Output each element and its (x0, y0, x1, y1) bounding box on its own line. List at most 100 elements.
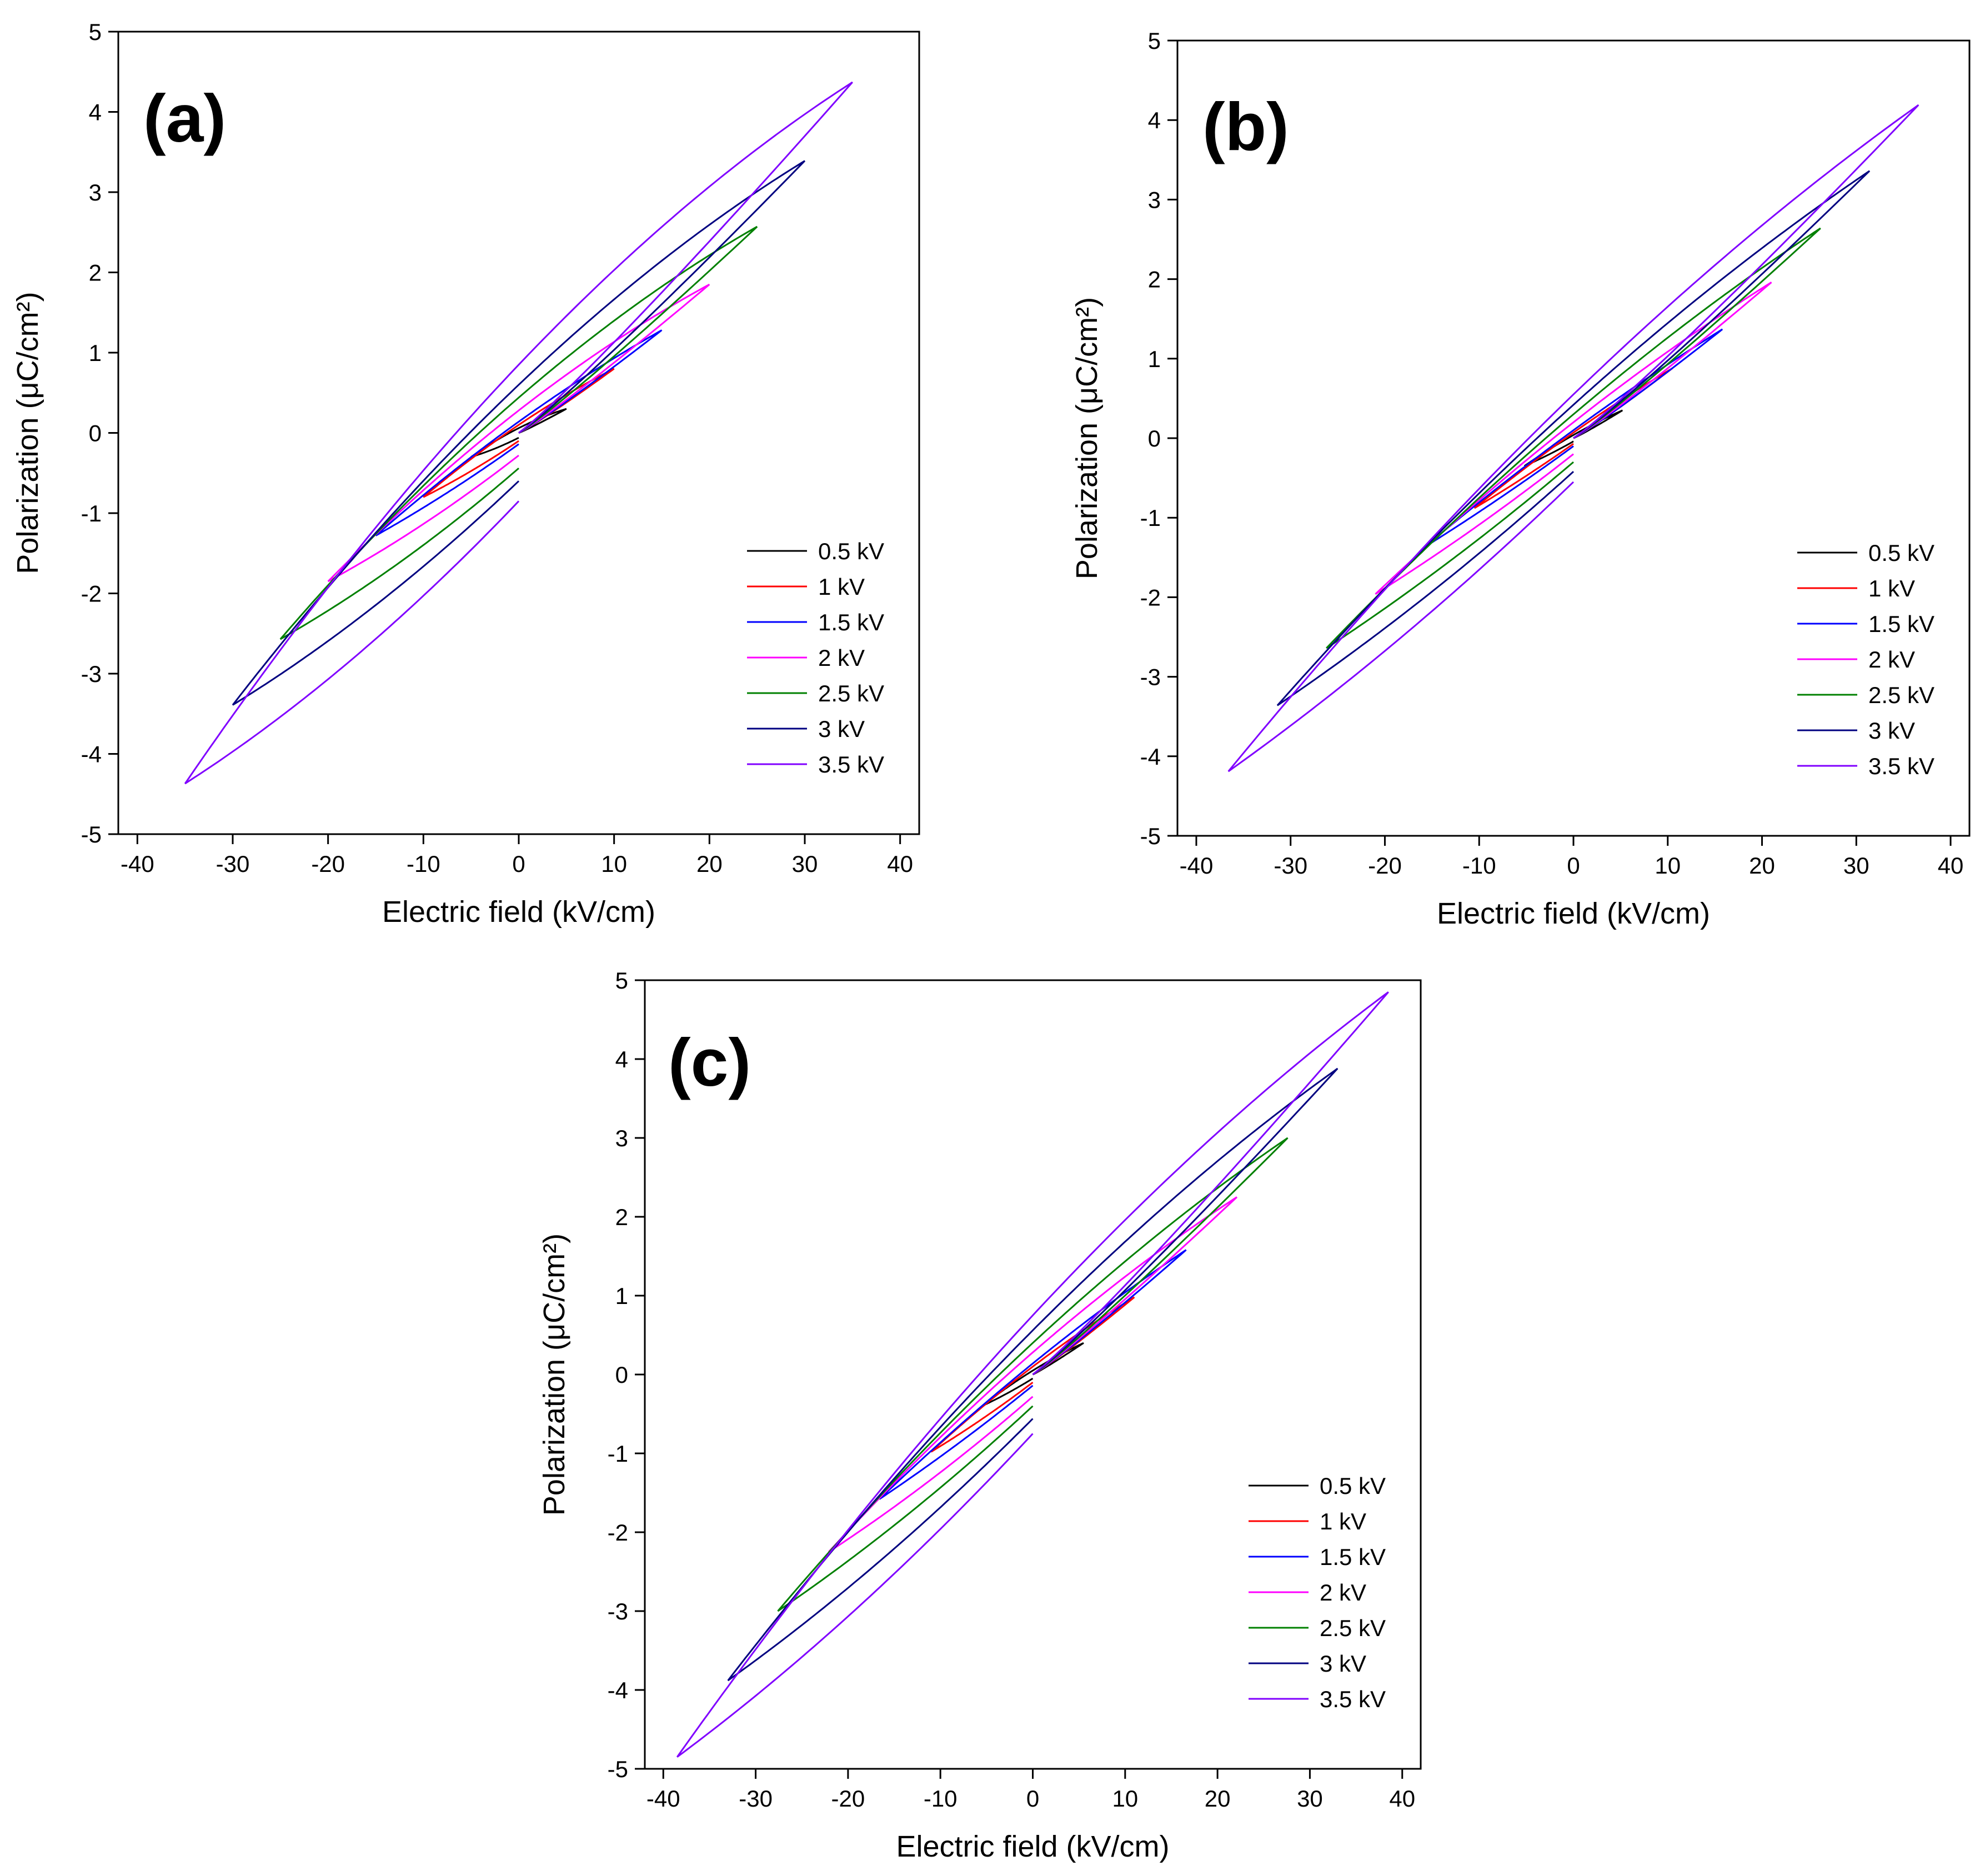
series-line (1227, 104, 1919, 773)
legend-label: 3 kV (818, 716, 865, 742)
series-line (981, 1342, 1084, 1407)
series-line (327, 283, 710, 583)
y-tick-label: 3 (615, 1125, 628, 1151)
y-tick-label: -4 (81, 741, 102, 768)
series-line (1423, 328, 1723, 548)
x-tick-label: -30 (216, 851, 250, 877)
x-tick-label: -30 (1274, 852, 1307, 879)
x-tick-label: -40 (121, 851, 154, 877)
y-tick-label: 3 (89, 179, 102, 205)
legend-label: 1.5 kV (1320, 1544, 1386, 1570)
x-tick-label: 0 (1567, 852, 1580, 879)
legend-label: 3 kV (1320, 1651, 1366, 1677)
legend-label: 1 kV (818, 574, 865, 600)
legend-label: 0.5 kV (1320, 1473, 1386, 1499)
x-tick-label: 40 (1938, 852, 1964, 879)
x-tick-label: 0 (1026, 1785, 1039, 1812)
legend-label: 1 kV (1320, 1508, 1366, 1534)
panel-1: -40 -30 -20 -10 0 10 20 30 40-5-4-3-2-1012345Ele… (11, 19, 920, 929)
legend-label: 2.5 kV (818, 680, 884, 706)
y-tick-label: -1 (1140, 505, 1161, 531)
legend-label: 2.5 kV (1868, 682, 1934, 708)
panel-3: -40 -30 -20 -10 0 10 20 30 40-5-4-3-2-1012345Ele… (538, 967, 1422, 1863)
x-axis-title: Electric field (kV/cm) (382, 895, 655, 929)
x-tick-label: 30 (1843, 852, 1869, 879)
y-tick-label: -4 (1140, 744, 1161, 770)
x-tick-label: -10 (407, 851, 440, 877)
x-tick-label: 30 (1297, 1785, 1323, 1812)
legend-label: 2.5 kV (1320, 1615, 1386, 1641)
y-tick-label: 2 (615, 1204, 628, 1230)
x-tick-label: 10 (1112, 1785, 1138, 1812)
series-line (777, 1137, 1289, 1612)
y-tick-label: 5 (89, 19, 102, 45)
series-line (279, 225, 758, 640)
y-tick-label: -3 (1140, 664, 1161, 690)
panel-2: -40 -30 -20 -10 0 10 20 30 40-5-4-3-2-1012345Ele… (1070, 28, 1971, 930)
y-tick-label: -4 (608, 1677, 628, 1703)
y-tick-label: -5 (1140, 823, 1161, 849)
y-tick-label: 5 (1148, 28, 1161, 54)
y-tick-label: 0 (615, 1362, 628, 1388)
legend-label: 1.5 kV (818, 609, 884, 635)
y-tick-label: 2 (1148, 267, 1161, 293)
legend-label: 0.5 kV (818, 538, 884, 564)
x-tick-label: 40 (1389, 1785, 1415, 1812)
series-line (232, 160, 806, 706)
x-tick-label: -40 (1180, 852, 1214, 879)
x-tick-label: -10 (1462, 852, 1496, 879)
y-tick-label: 1 (1148, 346, 1161, 372)
y-tick-label: -3 (81, 661, 102, 687)
panel-label: (b) (1202, 89, 1289, 164)
y-tick-label: -2 (608, 1519, 628, 1546)
legend-label: 3.5 kV (818, 751, 884, 778)
y-tick-label: 0 (89, 420, 102, 447)
x-tick-label: -20 (1368, 852, 1402, 879)
legend-label: 2 kV (1868, 646, 1915, 673)
legend-label: 3.5 kV (1320, 1686, 1386, 1712)
panel-label: (c) (668, 1025, 751, 1100)
y-tick-label: 2 (89, 260, 102, 286)
series-line (470, 408, 567, 458)
y-tick-label: 1 (615, 1283, 628, 1309)
legend-label: 1 kV (1868, 575, 1915, 601)
y-tick-label: -1 (608, 1441, 628, 1467)
x-tick-label: 20 (1205, 1785, 1231, 1812)
x-tick-label: -20 (831, 1785, 865, 1812)
y-tick-label: -2 (81, 581, 102, 607)
y-tick-label: -1 (81, 500, 102, 526)
legend-label: 1.5 kV (1868, 611, 1934, 637)
y-axis-title: Polarization (μC/cm²) (11, 292, 44, 574)
legend-label: 2 kV (818, 645, 865, 671)
x-tick-label: -40 (646, 1785, 680, 1812)
y-tick-label: 4 (1148, 107, 1161, 133)
x-tick-label: -10 (924, 1785, 958, 1812)
y-tick-label: -5 (608, 1756, 628, 1782)
y-tick-label: 5 (615, 967, 628, 994)
x-tick-label: 40 (887, 851, 913, 877)
x-tick-label: -20 (311, 851, 345, 877)
y-tick-label: 0 (1148, 425, 1161, 452)
y-axis-title: Polarization (μC/cm²) (1070, 297, 1104, 579)
x-tick-label: 20 (696, 851, 723, 877)
x-tick-label: 20 (1749, 852, 1775, 879)
x-tick-label: 0 (512, 851, 525, 877)
x-tick-label: 10 (1655, 852, 1681, 879)
y-tick-label: -3 (608, 1598, 628, 1624)
y-tick-label: 1 (89, 340, 102, 366)
x-tick-label: 10 (601, 851, 627, 877)
x-tick-label: 30 (792, 851, 818, 877)
y-tick-label: 4 (615, 1046, 628, 1072)
y-tick-label: -5 (81, 821, 102, 847)
x-axis-title: Electric field (kV/cm) (1437, 897, 1710, 930)
y-tick-label: 3 (1148, 187, 1161, 213)
series-line (1375, 282, 1772, 595)
y-tick-label: -2 (1140, 584, 1161, 610)
x-axis-title: Electric field (kV/cm) (896, 1830, 1169, 1863)
x-tick-label: -30 (739, 1785, 773, 1812)
series-line (184, 81, 853, 785)
y-axis-title: Polarization (μC/cm²) (538, 1233, 571, 1516)
panel-label: (a) (143, 81, 226, 156)
legend-label: 2 kV (1320, 1579, 1366, 1606)
